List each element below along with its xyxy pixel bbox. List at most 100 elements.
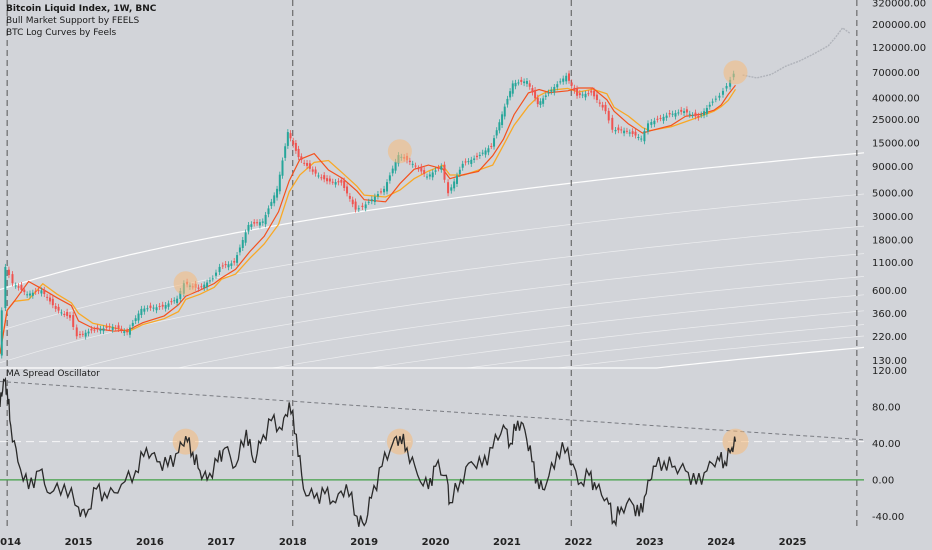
- candle-body: [230, 263, 233, 266]
- candle-body: [620, 129, 623, 131]
- candle-body: [367, 201, 370, 203]
- candle-body: [105, 326, 108, 328]
- candle-body: [525, 80, 528, 84]
- candle-body: [84, 332, 87, 337]
- candle-body: [414, 165, 417, 167]
- candle-body: [57, 306, 60, 311]
- candle-body: [161, 304, 164, 307]
- candle-body: [487, 148, 490, 153]
- x-tick-2019: 2019: [350, 537, 378, 548]
- candle-body: [721, 90, 724, 95]
- candle-body: [250, 224, 253, 227]
- candle-body: [420, 166, 423, 172]
- candle-body: [334, 182, 337, 185]
- candle-body: [581, 94, 584, 96]
- candle-body: [72, 315, 75, 327]
- candle-body: [158, 305, 161, 307]
- candle-body: [218, 266, 221, 273]
- candle-body: [357, 208, 360, 210]
- candle-body: [48, 297, 51, 302]
- candle-body: [337, 181, 340, 183]
- candle-body: [137, 313, 140, 321]
- candle-body: [643, 130, 646, 142]
- candle-body: [584, 93, 587, 98]
- log-curve-10: [0, 346, 865, 369]
- candle-body: [697, 115, 700, 118]
- candle-body: [376, 194, 379, 197]
- price-y-tick: 25000.00: [872, 115, 920, 126]
- candle-body: [386, 182, 389, 192]
- candle-body: [718, 95, 721, 98]
- candle-body: [625, 130, 628, 132]
- candle-body: [81, 333, 84, 335]
- candle-body: [289, 133, 292, 139]
- candle-body: [114, 327, 117, 329]
- candle-body: [411, 163, 414, 165]
- candle-body: [634, 131, 637, 136]
- candle-body: [155, 307, 158, 311]
- candle-body: [146, 308, 149, 310]
- candle-body: [306, 163, 309, 166]
- candle-body: [273, 195, 276, 204]
- log-curve-1: [0, 152, 865, 291]
- candle-body: [495, 130, 498, 136]
- price-y-tick: 1100.00: [872, 258, 913, 269]
- candle-body: [443, 164, 446, 180]
- candle-body: [455, 175, 458, 184]
- candle-body: [440, 166, 443, 170]
- candle-body: [447, 182, 450, 194]
- price-y-tick: 70000.00: [872, 68, 920, 79]
- candle-body: [617, 127, 620, 131]
- candle-body: [236, 255, 239, 263]
- x-tick-2017: 2017: [207, 537, 235, 548]
- candle-body: [379, 191, 382, 193]
- x-tick-2015: 2015: [65, 537, 93, 548]
- candle-body: [475, 155, 478, 158]
- candle-body: [601, 104, 604, 108]
- candle-body: [34, 290, 37, 292]
- candle-body: [276, 188, 279, 198]
- x-tick-2025: 2025: [779, 537, 807, 548]
- log-curve-9: [0, 335, 865, 369]
- candle-body: [152, 307, 155, 309]
- candle-body: [99, 328, 102, 331]
- candle-body: [203, 284, 206, 288]
- price-highlight-1: [173, 271, 198, 296]
- candle-body: [450, 187, 453, 191]
- candle-body: [211, 278, 214, 280]
- candle-body: [123, 331, 126, 333]
- candle-body: [247, 224, 250, 232]
- candle-body: [428, 174, 431, 177]
- oscillator-highlight-3: [722, 428, 749, 455]
- candle-body: [179, 290, 182, 299]
- candle-body: [388, 175, 391, 181]
- candle-body: [576, 88, 579, 96]
- candle-body: [221, 265, 224, 267]
- candle-body: [493, 138, 496, 147]
- candle-body: [320, 177, 323, 179]
- candle-body: [331, 181, 334, 183]
- candle-body: [326, 178, 329, 182]
- candle-body: [434, 170, 437, 172]
- candle-body: [78, 334, 81, 336]
- candle-body: [484, 150, 487, 155]
- candle-body: [650, 122, 653, 125]
- candle-body: [503, 106, 506, 117]
- candle-body: [506, 98, 509, 105]
- candle-body: [623, 130, 626, 134]
- price-y-tick: 40000.00: [872, 93, 920, 104]
- candle-body: [267, 208, 270, 215]
- candle-body: [547, 92, 550, 94]
- candle-body: [501, 114, 504, 126]
- candle-body: [140, 308, 143, 315]
- candle-body: [470, 159, 473, 164]
- candle-body: [570, 82, 573, 86]
- candle-body: [647, 123, 649, 132]
- candle-body: [323, 175, 326, 180]
- oscillator-y-tick: -40.00: [872, 512, 904, 523]
- candle-body: [176, 298, 179, 303]
- candle-body: [614, 129, 617, 132]
- x-tick-2018: 2018: [279, 537, 307, 548]
- candle-body: [340, 179, 343, 183]
- candle-body: [300, 156, 303, 161]
